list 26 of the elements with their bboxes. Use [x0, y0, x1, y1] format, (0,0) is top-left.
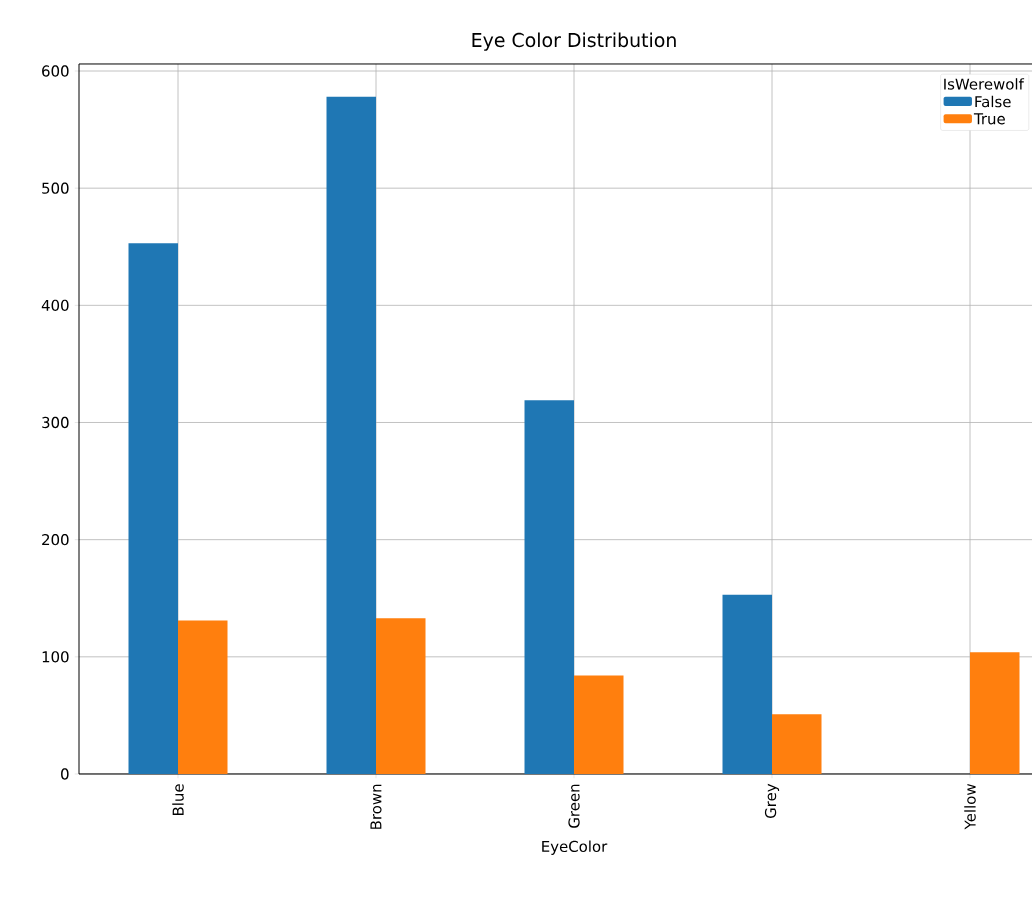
x-axis-title: EyeColor: [542, 840, 608, 855]
y-tick-label: 300: [42, 416, 69, 429]
bar: [524, 400, 575, 774]
bar: [574, 675, 624, 774]
x-tick-label: Grey: [764, 783, 780, 819]
y-tick-label: 200: [42, 534, 69, 546]
y-tick-label: 100: [42, 651, 69, 663]
bar: [326, 96, 377, 774]
x-tick-label: Blue: [172, 784, 184, 816]
y-tick-label: 600: [42, 65, 69, 77]
bar: [722, 594, 773, 774]
bar: [772, 714, 822, 774]
bar: [128, 243, 179, 774]
bar: [178, 620, 228, 774]
y-tick-label: 400: [41, 299, 69, 311]
legend-label: True: [973, 113, 1005, 125]
chart-title: Eye Color Distribution: [472, 32, 676, 51]
x-tick-label: Yellow: [964, 784, 976, 830]
x-tick-label: Brown: [370, 784, 382, 829]
legend-label: False: [975, 95, 1011, 108]
bar: [376, 618, 426, 774]
x-tick-label: Green: [568, 784, 580, 828]
y-tick-label: 500: [42, 182, 69, 194]
legend-title: IsWerewolf: [944, 78, 1025, 90]
y-tick-label: 0: [61, 768, 69, 780]
bar: [970, 652, 1020, 774]
